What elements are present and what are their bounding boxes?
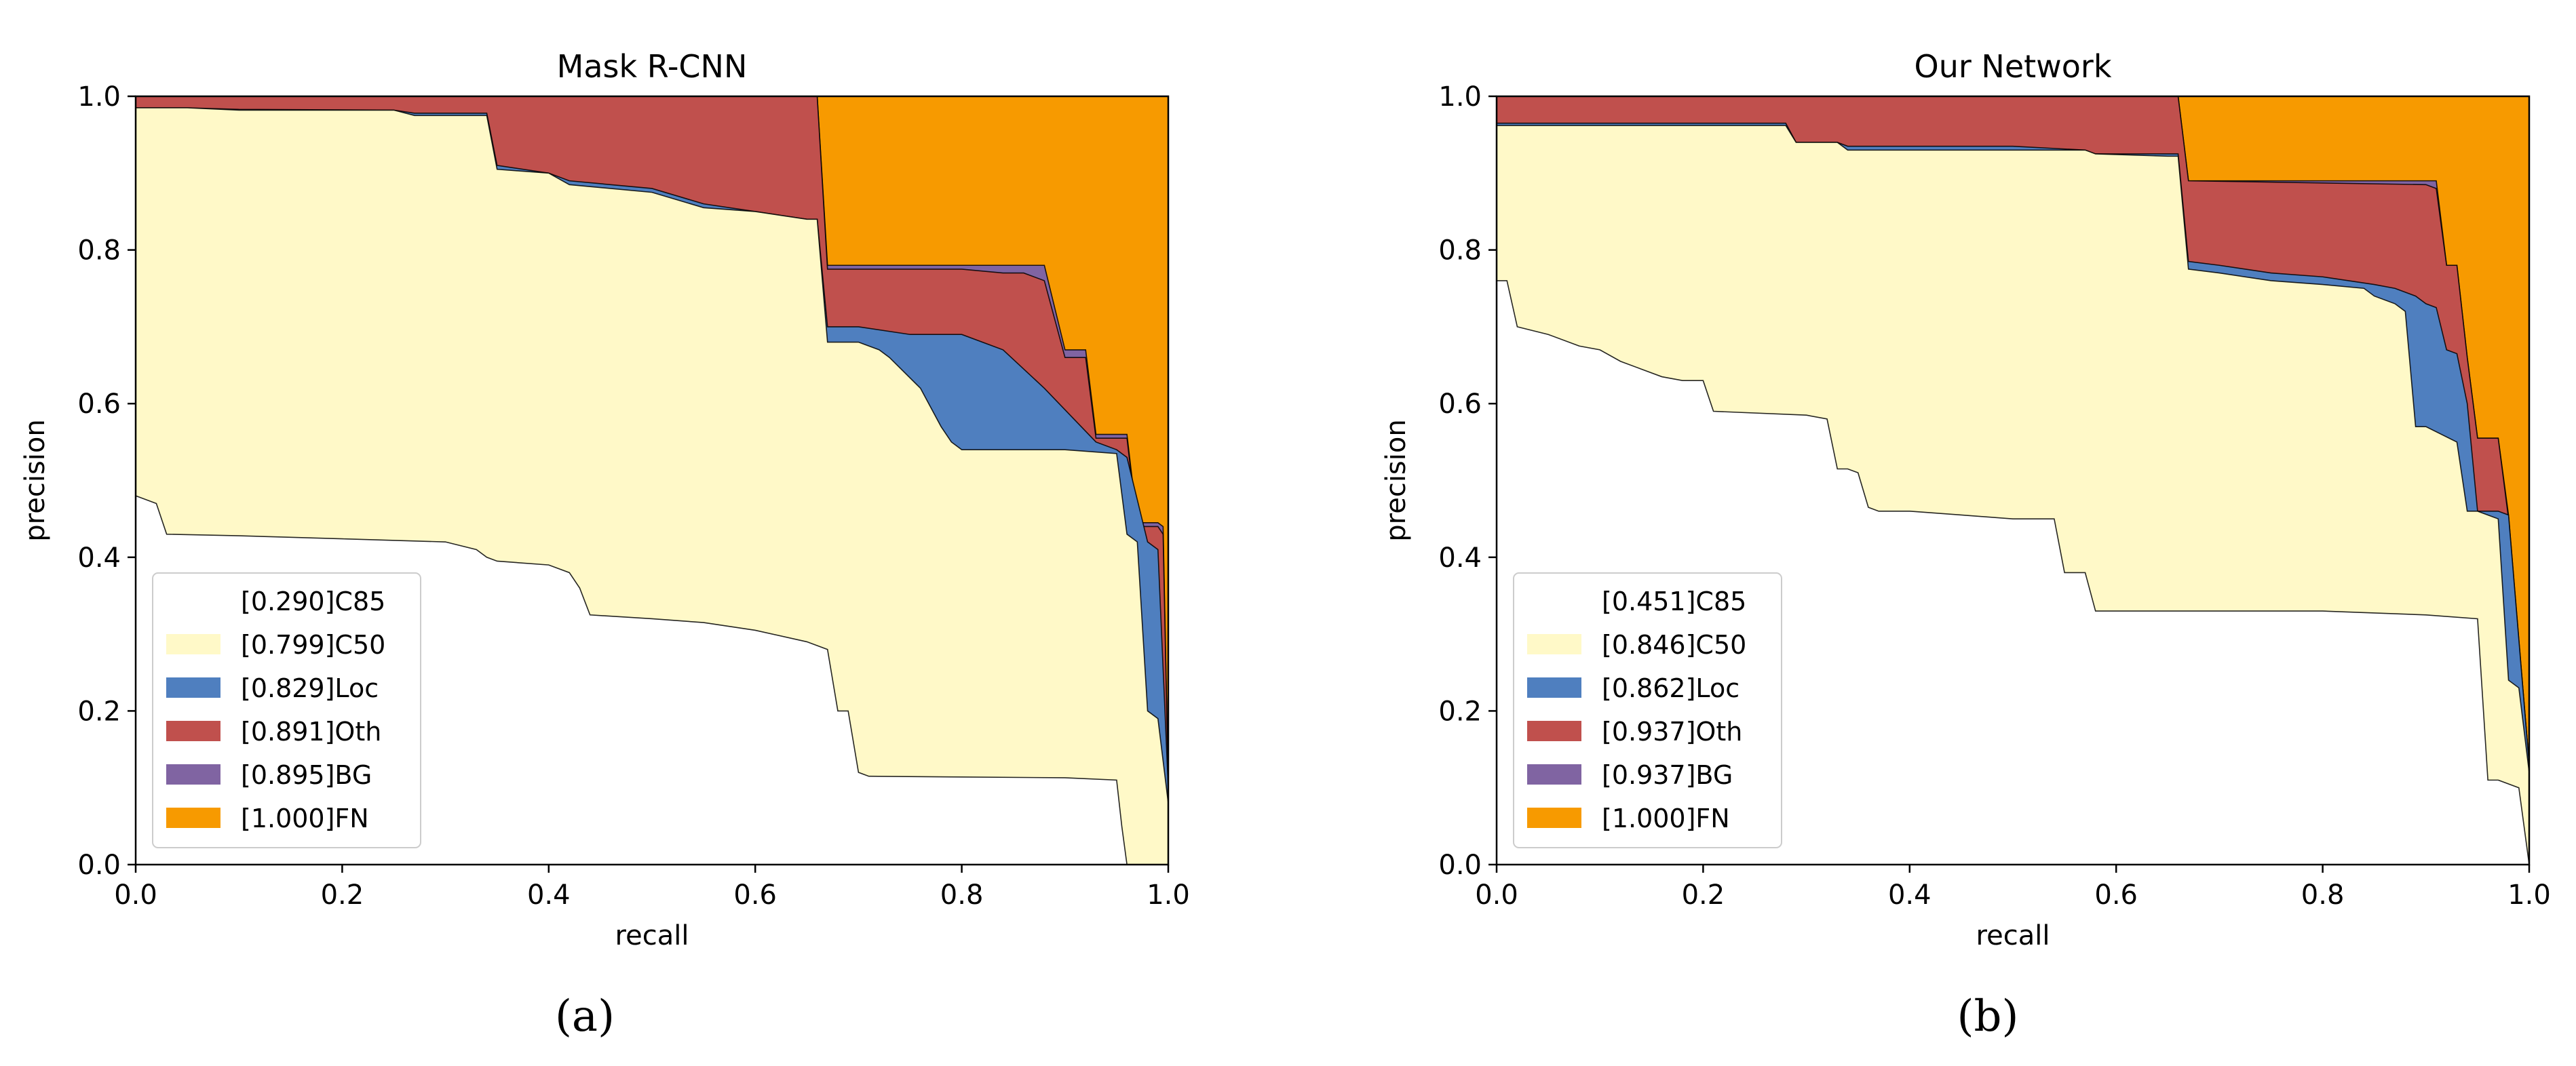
y-tick-label: 0.6 — [1438, 389, 1482, 420]
boundary-oth — [1497, 96, 2530, 765]
y-tick-label: 0.8 — [77, 235, 121, 266]
boundary-c50 — [136, 107, 1169, 804]
legend-swatch-loc — [166, 677, 220, 698]
y-tick-label: 0.0 — [1438, 850, 1482, 881]
boundary-c85 — [135, 495, 1168, 865]
boundary-c85 — [1497, 280, 2530, 865]
legend-swatch-c50 — [166, 634, 220, 654]
boundary-bg — [136, 96, 1169, 788]
legend-swatch-oth — [1527, 721, 1581, 741]
legend: [0.290]C85 [0.799]C50 [0.829]Loc [0.891]Oth… — [152, 572, 421, 848]
legend-label-loc: [0.862]Loc — [1602, 673, 1739, 703]
x-tick-label: 0.2 — [1682, 880, 1725, 911]
legend-label-c50: [0.799]C50 — [241, 630, 385, 660]
legend-swatch-loc — [1527, 677, 1581, 698]
chart-our-network: 0.0 0.2 0.4 0.6 0.8 1.0 0.0 0.2 0.4 0.6 0.8 1.0 Our … — [1381, 48, 2551, 951]
chart-title: Mask R-CNN — [557, 48, 748, 85]
caption-a: (a) — [554, 991, 615, 1042]
x-tick-label: 0.8 — [2301, 880, 2345, 911]
legend-label-bg: [0.895]BG — [241, 760, 372, 790]
legend-label-loc: [0.829]Loc — [241, 673, 379, 703]
legend-label-fn: [1.000]FN — [241, 804, 369, 833]
legend-label-bg: [0.937]BG — [1602, 760, 1733, 790]
x-tick-label: 1.0 — [1147, 880, 1190, 911]
legend-swatch-bg — [1527, 764, 1581, 785]
legend-swatch-c85 — [1527, 591, 1581, 611]
x-tick-label: 0.0 — [1475, 880, 1518, 911]
axes-frame — [1495, 95, 2531, 866]
y-tick-label: 0.4 — [1438, 542, 1482, 574]
legend-swatch-fn — [1527, 808, 1581, 828]
y-axis-label: precision — [20, 419, 51, 541]
legend-label-oth: [0.891]Oth — [241, 717, 381, 747]
legend-label-fn: [1.000]FN — [1602, 804, 1730, 833]
legend-swatch-bg — [166, 764, 220, 785]
x-tick-label: 0.4 — [527, 880, 571, 911]
y-tick-label: 0.6 — [77, 389, 121, 420]
y-tick-label: 0.0 — [77, 850, 121, 881]
x-tick-label: 0.6 — [733, 880, 777, 911]
legend-label-oth: [0.937]Oth — [1602, 717, 1742, 747]
y-tick-label: 1.0 — [1438, 81, 1482, 113]
legend-label-c85: [0.451]C85 — [1602, 587, 1746, 616]
legend-label-c50: [0.846]C50 — [1602, 630, 1746, 660]
y-tick-label: 0.4 — [77, 542, 121, 574]
legend-label-c85: [0.290]C85 — [241, 587, 385, 616]
x-tick-label: 0.4 — [1888, 880, 1931, 911]
boundary-c50 — [1497, 125, 2530, 773]
boundary-oth — [136, 96, 1169, 788]
chart-mask-rcnn: 0.0 0.2 0.4 0.6 0.8 1.0 0.0 0.2 0.4 0.6 0.8 1.0 Mask… — [20, 48, 1190, 951]
chart-title: Our Network — [1915, 48, 2112, 85]
x-tick-label: 0.2 — [321, 880, 364, 911]
caption-b: (b) — [1957, 991, 2019, 1042]
x-tick-label: 0.8 — [940, 880, 984, 911]
x-axis-label: recall — [1976, 920, 2050, 951]
legend-swatch-c50 — [1527, 634, 1581, 654]
x-tick-label: 0.6 — [2094, 880, 2138, 911]
y-tick-label: 0.8 — [1438, 235, 1482, 266]
x-tick-label: 0.0 — [114, 880, 157, 911]
legend-swatch-oth — [166, 721, 220, 741]
legend-swatch-c85 — [166, 591, 220, 611]
x-axis-label: recall — [615, 920, 689, 951]
legend-swatch-fn — [166, 808, 220, 828]
y-tick-label: 1.0 — [77, 81, 121, 113]
y-axis-label: precision — [1381, 419, 1412, 541]
axes-frame — [134, 95, 1170, 866]
x-tick-label: 1.0 — [2507, 880, 2551, 911]
y-tick-label: 0.2 — [77, 696, 121, 727]
legend: [0.451]C85 [0.846]C50 [0.862]Loc [0.937]Oth… — [1513, 572, 1782, 848]
boundary-loc — [1497, 122, 2530, 765]
y-tick-label: 0.2 — [1438, 696, 1482, 727]
